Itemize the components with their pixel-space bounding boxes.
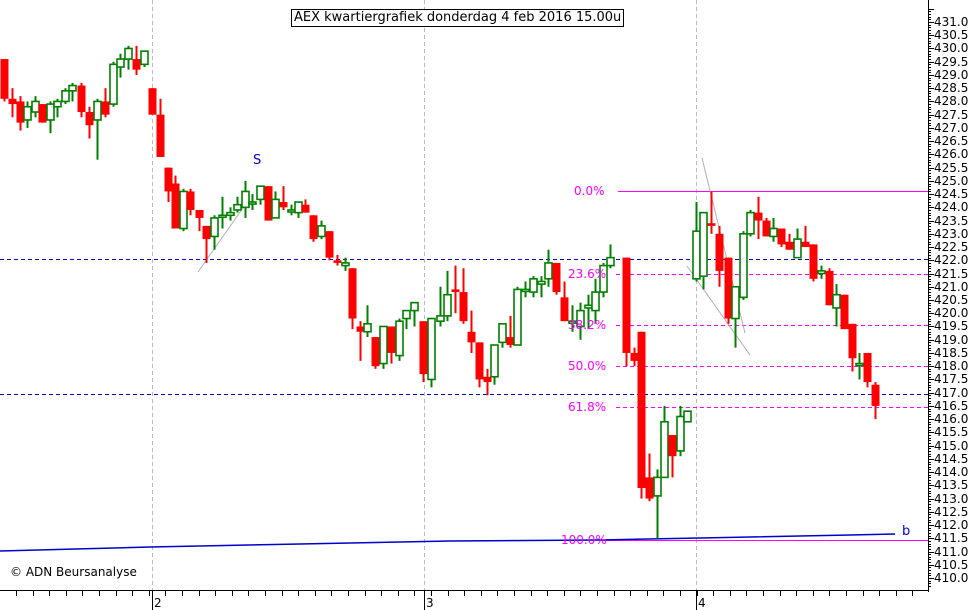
copyright-text: © ADN Beursanalyse (10, 565, 137, 579)
grid-lines (152, 0, 697, 590)
chart-annotation-label: S (253, 153, 262, 168)
y-axis-tick-label: 419.0 (934, 332, 969, 347)
y-axis-tick-label: 420.0 (934, 306, 969, 321)
y-axis-tick-label: 422.5 (934, 240, 969, 255)
y-axis-tick-label: 417.5 (934, 372, 969, 387)
y-axis-tick-label: 431.0 (934, 15, 969, 29)
fibonacci-level-label: 0.0% (574, 184, 605, 199)
y-axis-tick-label: 414.5 (934, 451, 969, 466)
y-axis-tick-label: 428.0 (934, 94, 969, 109)
y-axis-tick-label: 429.5 (934, 54, 969, 69)
y-axis-tick-label: 423.5 (934, 213, 969, 228)
y-axis-tick-label: 422.0 (934, 253, 969, 268)
y-axis-tick-label: 427.0 (934, 120, 969, 135)
x-axis-tick-label: 2 (154, 596, 162, 610)
y-axis-tick-label: 411.5 (934, 531, 969, 546)
y-axis-tick-label: 423.0 (934, 226, 969, 241)
x-axis-tick-label: 4 (698, 596, 706, 610)
y-axis-tick-label: 427.5 (934, 107, 969, 122)
y-axis-tick-label: 410.5 (934, 557, 969, 572)
y-axis-tick-label: 412.5 (934, 504, 969, 519)
fibonacci-level-label: 61.8% (568, 400, 607, 415)
y-axis-tick-label: 411.0 (934, 544, 969, 559)
y-axis-tick-label: 428.5 (934, 81, 969, 96)
fibonacci-level-label: 23.6% (568, 266, 607, 281)
y-axis-tick-label: 414.0 (934, 465, 969, 480)
y-axis-tick-label: 430.0 (934, 41, 969, 56)
y-axis-tick-label: 421.5 (934, 266, 969, 281)
axes (0, 0, 934, 610)
y-axis-tick-label: 425.5 (934, 160, 969, 175)
x-axis-tick-label: 3 (426, 596, 434, 610)
y-axis-tick-label: 419.5 (934, 319, 969, 334)
fibonacci-level-label: 38.2% (568, 318, 607, 333)
y-axis-tick-label: 425.0 (934, 173, 969, 188)
y-axis-tick-label: 417.0 (934, 385, 969, 400)
y-axis-tick-label: 413.5 (934, 478, 969, 493)
chart-annotation-label: b (902, 524, 911, 539)
y-axis-tick-label: 421.0 (934, 279, 969, 294)
candles (0, 45, 880, 539)
y-axis-tick-label: 413.0 (934, 491, 969, 506)
y-axis-tick-label: 416.5 (934, 398, 969, 413)
y-axis-tick-label: 416.0 (934, 412, 969, 427)
chart-title: AEX kwartiergrafiek donderdag 4 feb 2016… (291, 9, 625, 27)
y-axis-tick-label: 430.5 (934, 28, 969, 43)
y-axis-tick-label: 424.0 (934, 200, 969, 215)
fibonacci-level-label: 50.0% (568, 359, 607, 374)
y-axis-tick-label: 426.0 (934, 147, 969, 162)
y-axis-tick-label: 415.5 (934, 425, 969, 440)
y-axis-tick-label: 418.0 (934, 359, 969, 374)
fibonacci-level-label: 100.0% (561, 532, 607, 547)
y-axis-tick-label: 410.0 (934, 570, 969, 585)
y-axis-tick-label: 418.5 (934, 345, 969, 360)
y-axis-tick-label: 426.5 (934, 134, 969, 149)
y-axis-tick-label: 415.0 (934, 438, 969, 453)
y-axis-tick-label: 420.5 (934, 292, 969, 307)
y-axis-tick-label: 412.0 (934, 518, 969, 533)
y-axis-tick-label: 424.5 (934, 187, 969, 202)
y-axis-tick-label: 429.0 (934, 67, 969, 82)
